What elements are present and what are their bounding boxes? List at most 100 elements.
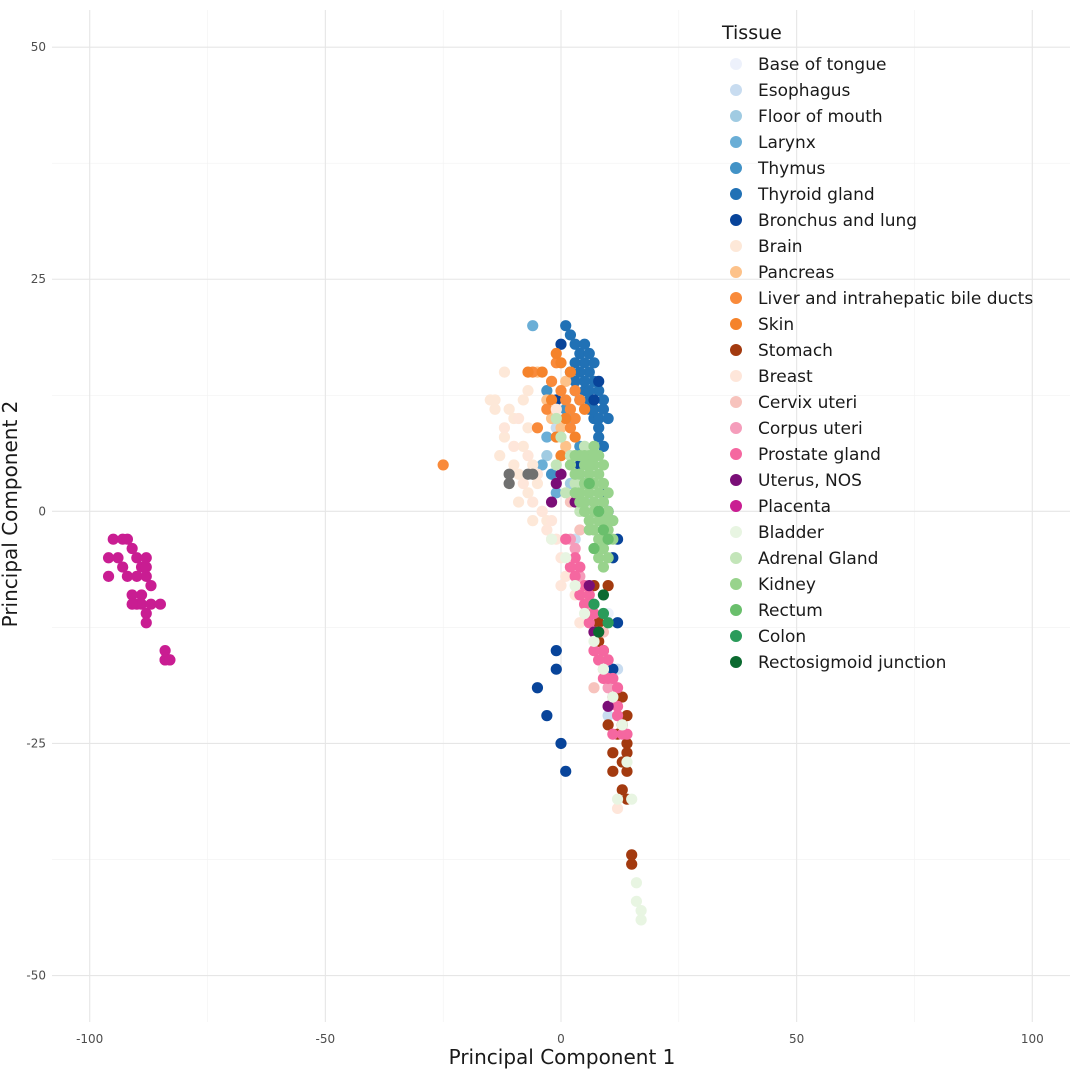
data-point	[560, 552, 572, 564]
data-point	[135, 589, 148, 601]
legend-label: Rectum	[758, 601, 823, 621]
data-point	[588, 542, 600, 555]
data-point	[541, 431, 553, 443]
data-point	[583, 487, 595, 499]
data-point	[569, 375, 581, 387]
data-point	[494, 450, 506, 462]
data-point	[583, 385, 595, 397]
data-point	[498, 366, 511, 378]
data-point	[626, 858, 638, 870]
data-point	[593, 487, 605, 499]
legend-label: Liver and intrahepatic bile ducts	[758, 289, 1033, 309]
legend-key	[730, 188, 742, 200]
legend-label: Thymus	[757, 159, 826, 179]
legend-key	[730, 578, 742, 590]
data-point	[574, 468, 586, 480]
legend-key	[730, 604, 742, 616]
data-point	[583, 459, 595, 471]
data-point	[597, 663, 610, 675]
data-point	[569, 338, 581, 350]
data-point	[588, 394, 600, 406]
legend-label: Brain	[758, 237, 803, 257]
data-point	[564, 422, 577, 434]
data-point	[117, 561, 129, 573]
legend-key	[730, 526, 742, 538]
y-axis-title: Principal Component 2	[0, 401, 22, 628]
data-point	[126, 589, 138, 601]
legend-label: Prostate gland	[758, 445, 881, 465]
data-point	[597, 440, 610, 452]
data-point	[597, 542, 610, 555]
data-point	[560, 320, 572, 332]
data-point	[574, 561, 586, 573]
data-point	[512, 412, 525, 425]
data-point	[583, 617, 595, 629]
data-point	[607, 747, 619, 759]
data-point	[437, 459, 449, 471]
data-point	[630, 895, 643, 907]
data-point	[602, 505, 614, 517]
data-point	[569, 580, 581, 592]
x-axis-ticks: -100 -50 0 50 100	[76, 1032, 1044, 1046]
data-point	[550, 459, 562, 471]
data-point	[616, 691, 628, 703]
data-point	[135, 598, 148, 610]
data-point	[555, 338, 567, 350]
data-point	[541, 524, 553, 536]
legend-label: Bronchus and lung	[758, 211, 917, 231]
legend-label: Rectosigmoid junction	[758, 653, 946, 673]
data-point	[550, 412, 562, 425]
legend-label: Skin	[758, 315, 794, 335]
data-point	[140, 607, 152, 620]
data-point	[512, 496, 525, 508]
data-point	[588, 635, 600, 647]
data-point	[593, 552, 605, 564]
data-point	[611, 793, 624, 805]
data-point	[564, 459, 577, 471]
data-point	[611, 802, 624, 815]
data-point	[593, 375, 605, 387]
data-point	[578, 338, 591, 350]
data-point	[560, 375, 572, 387]
data-point	[140, 617, 152, 629]
data-point	[131, 552, 143, 564]
data-point	[597, 561, 610, 573]
data-point	[527, 459, 539, 471]
data-point	[583, 477, 595, 490]
data-point	[621, 765, 633, 777]
data-point	[517, 477, 529, 490]
data-point	[541, 403, 553, 415]
data-point	[560, 440, 572, 452]
legend-label: Esophagus	[758, 81, 851, 101]
data-point	[578, 440, 591, 452]
data-point	[555, 385, 567, 397]
x-tick-label: 50	[789, 1032, 804, 1046]
data-point	[522, 487, 534, 499]
data-point	[621, 747, 633, 759]
data-point	[583, 347, 595, 360]
data-point	[588, 357, 600, 369]
data-point	[536, 505, 548, 517]
data-point	[545, 496, 558, 508]
data-point	[602, 552, 614, 564]
data-point	[574, 347, 586, 360]
legend-key	[730, 136, 742, 148]
data-point	[597, 477, 610, 490]
data-point	[602, 412, 614, 425]
data-point	[555, 468, 567, 480]
data-point	[569, 412, 581, 425]
data-point	[578, 357, 591, 369]
legend-label: Uterus, NOS	[758, 471, 862, 491]
data-point	[583, 366, 595, 378]
data-point	[164, 654, 176, 666]
data-point	[602, 710, 614, 722]
data-point	[588, 682, 600, 694]
data-point	[145, 580, 157, 592]
y-tick-label: -50	[26, 969, 46, 983]
data-point	[588, 403, 600, 415]
legend-label: Colon	[758, 627, 806, 647]
data-point	[569, 477, 581, 490]
data-point	[583, 524, 595, 536]
data-point	[593, 468, 605, 480]
data-point	[550, 347, 562, 360]
